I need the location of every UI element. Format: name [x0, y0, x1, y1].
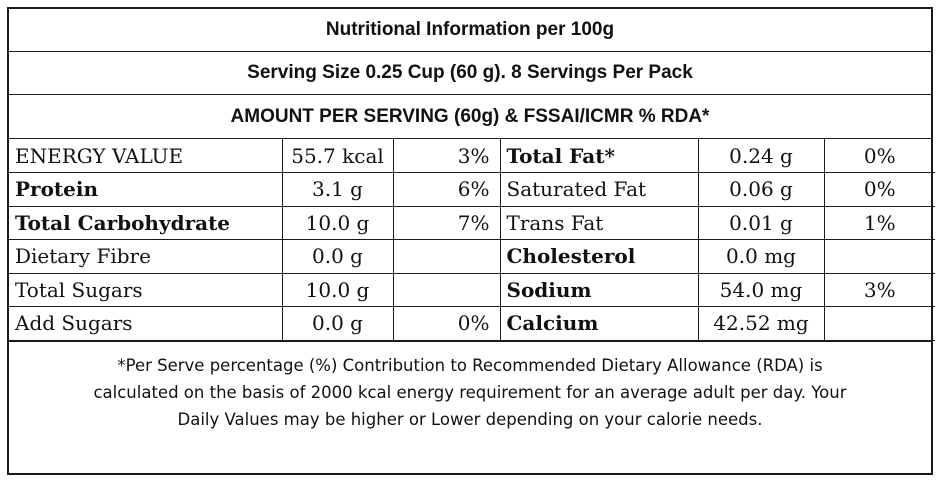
- panel-title: Nutritional Information per 100g: [9, 9, 931, 52]
- nutrient-rda-percent: [823, 306, 935, 341]
- table-row: Dietary Fibre 0.0 g Cholesterol 0.0 mg: [9, 239, 935, 274]
- nutrient-name: Total Fat*: [499, 139, 699, 173]
- nutrient-rda-percent: 7%: [392, 205, 501, 240]
- nutrient-rda-percent: [823, 239, 935, 274]
- nutrient-name: Saturated Fat: [499, 172, 699, 207]
- nutrient-rda-percent: 1%: [823, 205, 935, 240]
- nutrient-amount: 0.0 mg: [697, 239, 825, 274]
- nutrient-amount: 55.7 kcal: [281, 139, 394, 173]
- footnote-line: Daily Values may be higher or Lower depe…: [177, 409, 763, 429]
- table-row: Add Sugars 0.0 g 0% Calcium 42.52 mg: [9, 306, 935, 341]
- nutrient-rda-percent: 0%: [823, 172, 935, 207]
- nutrient-name: Cholesterol: [499, 239, 699, 274]
- amount-per-serving-heading: AMOUNT PER SERVING (60g) & FSSAI/ICMR % …: [9, 95, 931, 139]
- nutrition-facts-panel: Nutritional Information per 100g Serving…: [7, 7, 935, 475]
- nutrient-name: Total Sugars: [9, 272, 283, 307]
- table-row: Protein 3.1 g 6% Saturated Fat 0.06 g 0%: [9, 172, 935, 207]
- nutrient-rda-percent: 3%: [392, 139, 501, 173]
- nutrient-amount: 0.0 g: [281, 306, 394, 341]
- table-row: ENERGY VALUE 55.7 kcal 3% Total Fat* 0.2…: [9, 139, 935, 173]
- nutrient-amount: 0.01 g: [697, 205, 825, 240]
- footnote-line: *Per Serve percentage (%) Contribution t…: [117, 355, 823, 375]
- footnote-line: calculated on the basis of 2000 kcal ene…: [93, 382, 847, 402]
- nutrient-amount: 0.0 g: [281, 239, 394, 274]
- nutrient-rda-percent: 0%: [823, 139, 935, 173]
- rda-footnote: *Per Serve percentage (%) Contribution t…: [9, 340, 931, 433]
- nutrient-amount: 10.0 g: [281, 272, 394, 307]
- nutrient-amount: 54.0 mg: [697, 272, 825, 307]
- nutrient-name: Calcium: [499, 306, 699, 341]
- nutrient-amount: 3.1 g: [281, 172, 394, 207]
- nutrient-amount: 10.0 g: [281, 205, 394, 240]
- nutrient-rda-percent: 0%: [392, 306, 501, 341]
- nutrient-name: ENERGY VALUE: [9, 139, 283, 173]
- nutrient-rda-percent: 6%: [392, 172, 501, 207]
- nutrient-amount: 42.52 mg: [697, 306, 825, 341]
- nutrient-amount: 0.24 g: [697, 139, 825, 173]
- nutrient-rda-percent: 3%: [823, 272, 935, 307]
- table-row: Total Sugars 10.0 g Sodium 54.0 mg 3%: [9, 272, 935, 307]
- nutrient-name: Sodium: [499, 272, 699, 307]
- nutrient-name: Trans Fat: [499, 205, 699, 240]
- table-row: Total Carbohydrate 10.0 g 7% Trans Fat 0…: [9, 205, 935, 240]
- nutrient-rda-percent: [392, 239, 501, 274]
- nutrient-name: Protein: [9, 172, 283, 207]
- nutrient-amount: 0.06 g: [697, 172, 825, 207]
- nutrient-name: Add Sugars: [9, 306, 283, 341]
- serving-size-line: Serving Size 0.25 Cup (60 g). 8 Servings…: [9, 52, 931, 95]
- nutrient-name: Dietary Fibre: [9, 239, 283, 274]
- nutrient-rda-percent: [392, 272, 501, 307]
- nutrient-name: Total Carbohydrate: [9, 205, 283, 240]
- nutrient-table: ENERGY VALUE 55.7 kcal 3% Total Fat* 0.2…: [9, 139, 935, 341]
